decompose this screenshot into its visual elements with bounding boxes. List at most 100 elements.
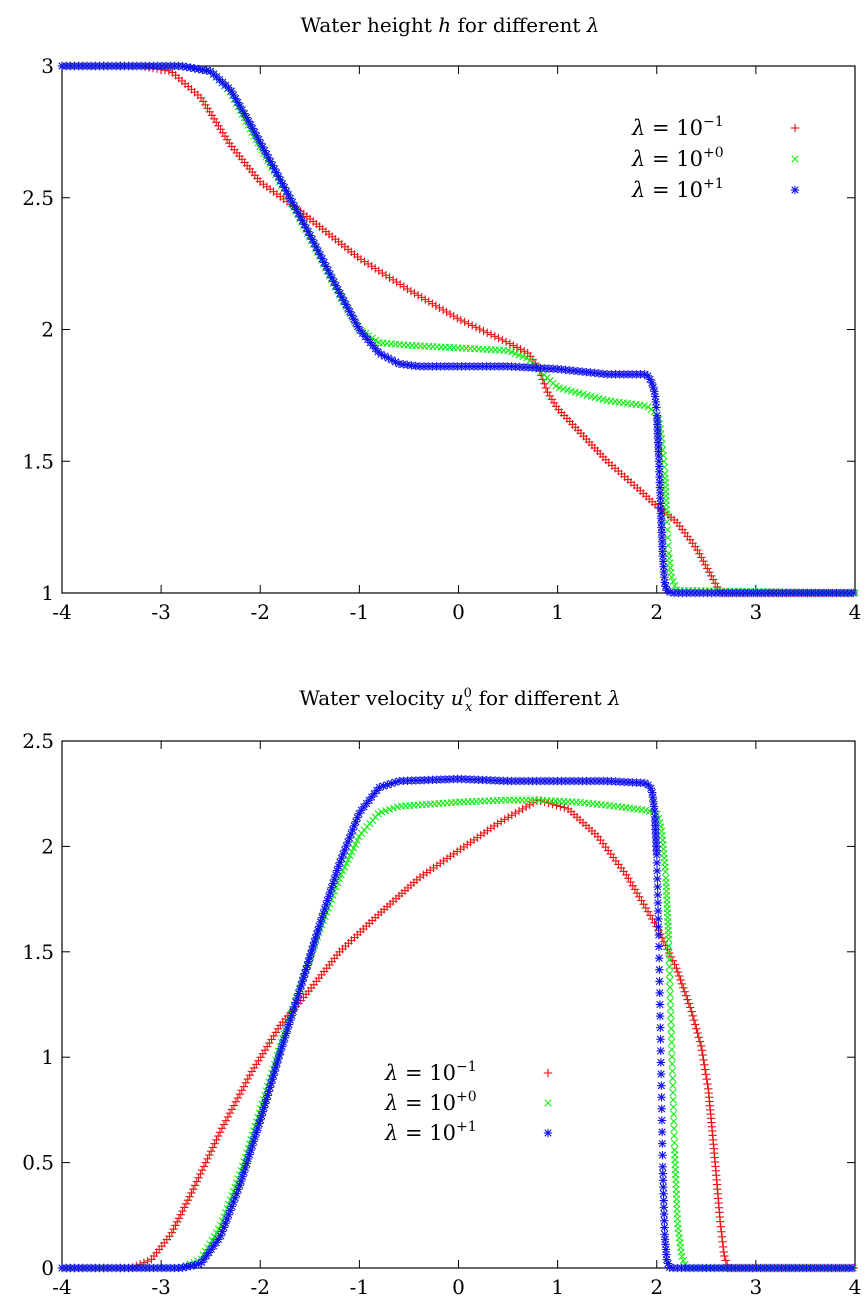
velocity-data-point [273, 1024, 283, 1034]
velocity-data-point [254, 1056, 263, 1066]
velocity-xtick-label: -2 [251, 1275, 270, 1299]
velocity-data-point [268, 1075, 277, 1084]
velocity-data-point [688, 1011, 698, 1021]
velocity-ytick-label: 1 [41, 1045, 54, 1069]
velocity-ytick-label: 1.5 [22, 940, 54, 964]
height-data-point [288, 197, 297, 207]
height-data-point [664, 541, 672, 550]
velocity-data-point [679, 983, 688, 992]
height-data-point [435, 303, 444, 313]
height-data-point [424, 297, 433, 306]
velocity-data-point [653, 906, 663, 916]
velocity-data-point [699, 1055, 708, 1065]
velocity-xtick-label: 3 [750, 1275, 763, 1299]
velocity-data-point [702, 1074, 711, 1084]
velocity-data-point [661, 867, 670, 876]
velocity-data-point [560, 803, 569, 812]
velocity-data-point [652, 858, 662, 868]
velocity-data-point [700, 1065, 710, 1074]
velocity-data-point [185, 1192, 194, 1201]
velocity-data-point [665, 942, 673, 950]
velocity-xtick-label: 2 [650, 1275, 663, 1299]
velocity-data-point [626, 877, 635, 887]
velocity-data-point [666, 997, 675, 1005]
velocity-data-point [391, 778, 400, 787]
height-chart-title: Water height h for different λ [301, 13, 600, 37]
velocity-data-point [225, 1108, 235, 1118]
height-data-point [479, 326, 488, 336]
velocity-data-point [203, 1154, 212, 1164]
velocity-data-point [650, 918, 659, 927]
velocity-xtick-label: 4 [849, 1275, 862, 1299]
height-data-point [519, 352, 527, 361]
height-plot-frame [61, 65, 856, 594]
velocity-data-point [221, 1116, 231, 1125]
height-data-point [207, 111, 217, 120]
velocity-data-point [178, 1206, 187, 1216]
height-data-point [509, 341, 518, 350]
height-data-point [378, 268, 387, 278]
velocity-data-point [174, 1214, 184, 1223]
velocity-legend-marker-2 [544, 1099, 552, 1107]
height-data-point [490, 332, 499, 341]
height-legend-entry-3: λ = 10+1 [631, 176, 724, 202]
velocity-series-2 [58, 796, 857, 1272]
velocity-data-point [214, 1131, 223, 1141]
velocity-data-point [511, 808, 520, 818]
velocity-data-point [683, 995, 692, 1004]
velocity-legend-entry-3: λ = 10+1 [384, 1119, 477, 1145]
height-legend-marker-3 [790, 185, 800, 195]
velocity-data-point [249, 1063, 259, 1073]
velocity-data-point [217, 1124, 227, 1133]
velocity-data-point [169, 1224, 178, 1234]
height-data-point [222, 135, 232, 144]
velocity-data-point [201, 1158, 210, 1167]
height-data-point [298, 216, 307, 225]
velocity-data-point [715, 1217, 725, 1226]
velocity-data-point [681, 991, 691, 1000]
velocity-data-point [504, 813, 513, 822]
velocity-axis-ticks: -4 -3 -2 -1 0 1 2 3 4 0 0.5 1 1.5 2 2.5 [22, 729, 861, 1299]
velocity-data-point [646, 784, 656, 793]
velocity-data-point [231, 1097, 241, 1106]
velocity-data-point [212, 1135, 221, 1145]
height-data-point [483, 328, 492, 337]
height-data-point [545, 391, 554, 401]
velocity-data-point [197, 1165, 207, 1175]
height-data-point [669, 577, 677, 586]
velocity-data-point [672, 964, 681, 973]
velocity-data-point [622, 870, 631, 880]
height-data-point [475, 324, 484, 334]
velocity-data-point [218, 1227, 227, 1236]
height-data-point [456, 315, 466, 325]
height-data-point [849, 588, 858, 598]
velocity-data-point [653, 890, 662, 900]
height-data-point [203, 104, 212, 113]
height-ytick-label: 1 [41, 581, 54, 605]
height-data-point [664, 534, 672, 542]
velocity-data-point [680, 987, 689, 996]
height-data-point [552, 382, 560, 390]
velocity-data-point [654, 953, 664, 963]
velocity-data-point [657, 1093, 666, 1102]
velocity-data-point [668, 1074, 677, 1082]
velocity-series-3 [57, 774, 857, 1273]
velocity-data-point [669, 1096, 677, 1104]
velocity-data-point [667, 1011, 675, 1019]
velocity-data-point [654, 942, 664, 951]
velocity-data-point [176, 1210, 185, 1219]
velocity-data-point [500, 815, 509, 824]
height-chart: Water height h for different λ -4 -3 -2 -1 0… [22, 13, 861, 624]
height-data-point [701, 560, 710, 570]
velocity-data-point [653, 874, 662, 884]
velocity-data-point [655, 965, 664, 974]
velocity-data-point [637, 896, 646, 905]
velocity-data-point [223, 1112, 233, 1122]
velocity-legend: λ = 10−1 λ = 10+0 λ = 10+1 [384, 1059, 553, 1145]
height-legend: λ = 10−1 λ = 10+0 λ = 10+1 [631, 114, 800, 202]
velocity-data-point [665, 956, 673, 964]
velocity-data-point [215, 1128, 225, 1137]
velocity-data-point [192, 1177, 202, 1186]
velocity-data-point [639, 900, 648, 909]
